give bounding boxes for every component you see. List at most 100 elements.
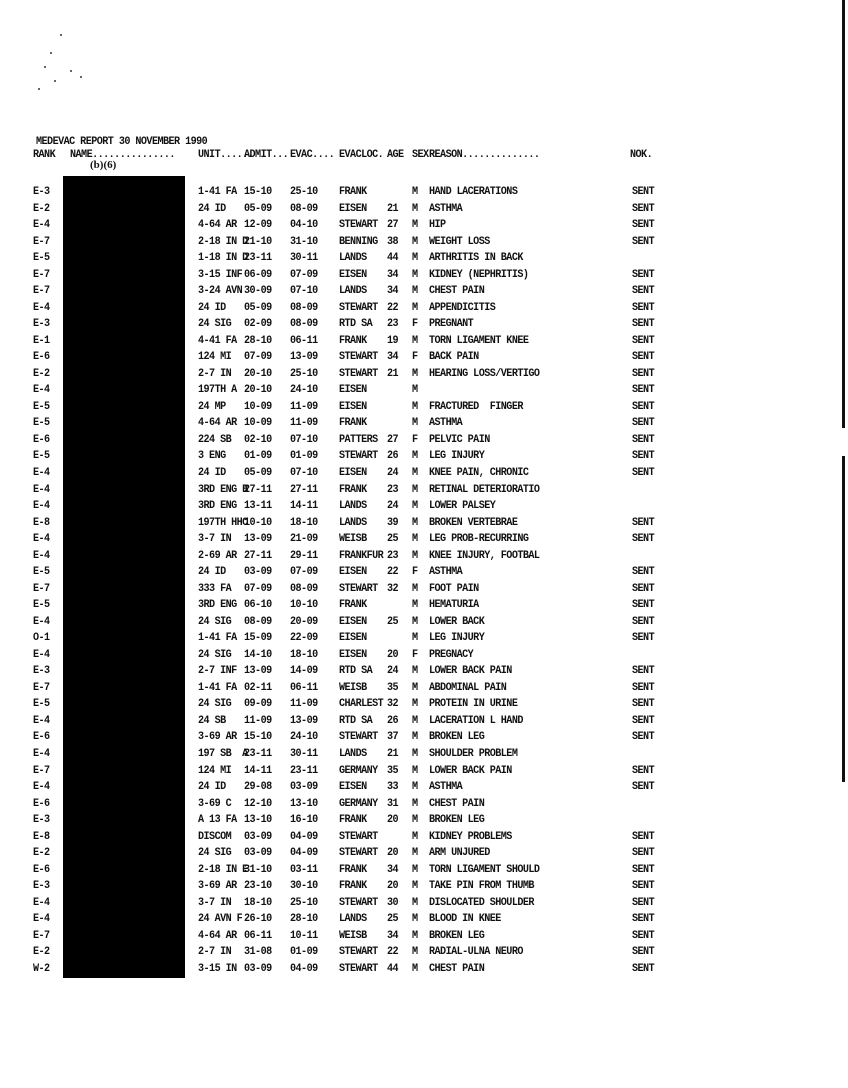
reason-cell: FOOT PAIN (429, 582, 479, 595)
rank-cell: E-2 (33, 847, 50, 860)
column-header: REASON.............. (429, 149, 540, 161)
rank-cell: E-8 (33, 516, 50, 529)
evacloc-cell: LANDS (339, 500, 367, 513)
unit-cell: 3-69 AR (198, 731, 237, 744)
unit-cell: 24 SIG (198, 648, 232, 661)
scan-speck (54, 80, 56, 82)
unit-cell: 3-15 IN (198, 962, 237, 975)
reason-cell: TAKE PIN FROM THUMB (429, 880, 534, 893)
reason-cell: LEG PROB-RECURRING (429, 533, 529, 546)
nok-cell: SENT (632, 896, 655, 909)
unit-cell: 124 MI (198, 764, 232, 777)
nok-cell: SENT (632, 880, 655, 893)
age-cell: 37 (387, 731, 399, 744)
unit-cell: 3RD ENG B (198, 483, 248, 496)
unit-cell: 2-7 IN (198, 367, 232, 380)
unit-cell: 333 FA (198, 582, 232, 595)
evac-cell: 20-09 (290, 615, 318, 628)
evacloc-cell: FRANK (339, 814, 367, 827)
rank-cell: E-2 (33, 946, 50, 959)
rank-cell: E-7 (33, 681, 50, 694)
sex-cell: M (412, 252, 418, 265)
evacloc-cell: STEWART (339, 367, 378, 380)
admit-cell: 13-09 (244, 665, 272, 678)
admit-cell: 06-09 (244, 268, 272, 281)
admit-cell: 20-10 (244, 384, 272, 397)
sex-cell: M (412, 301, 418, 314)
unit-cell: 24 SIG (198, 847, 232, 860)
admit-cell: 26-10 (244, 913, 272, 926)
evacloc-cell: LANDS (339, 913, 367, 926)
reason-cell: ASTHMA (429, 417, 463, 430)
sex-cell: M (412, 896, 418, 909)
nok-cell: SENT (632, 334, 655, 347)
age-cell: 20 (387, 648, 399, 661)
evacloc-cell: CHARLEST (339, 698, 384, 711)
unit-cell: 197TH HHC (198, 516, 248, 529)
admit-cell: 06-10 (244, 599, 272, 612)
evacloc-cell: FRANK (339, 417, 367, 430)
rank-cell: E-1 (33, 334, 50, 347)
unit-cell: 24 ID (198, 467, 226, 479)
unit-cell: 197TH A (198, 384, 237, 397)
admit-cell: 23-11 (244, 252, 272, 265)
age-cell: 25 (387, 533, 399, 546)
evacloc-cell: RTD SA (339, 318, 373, 331)
scan-speck (70, 70, 72, 72)
sex-cell: M (412, 764, 418, 777)
admit-cell: 15-10 (244, 731, 272, 744)
sex-cell: M (412, 781, 418, 794)
admit-cell: 13-10 (244, 814, 272, 827)
unit-cell: 3RD ENG (198, 500, 237, 513)
reason-cell: PREGNANT (429, 318, 474, 331)
rank-cell: E-4 (33, 219, 50, 232)
sex-cell: M (412, 731, 418, 744)
rank-cell: E-6 (33, 433, 50, 446)
age-cell: 39 (387, 516, 399, 529)
admit-cell: 15-10 (244, 186, 272, 198)
age-cell: 22 (387, 566, 399, 579)
nok-cell: SENT (632, 219, 655, 232)
sex-cell: M (412, 367, 418, 380)
rank-cell: E-7 (33, 582, 50, 595)
age-cell: 30 (387, 896, 399, 909)
evacloc-cell: EISEN (339, 268, 367, 281)
unit-cell: 4-64 AR (198, 417, 237, 430)
nok-cell: SENT (632, 946, 655, 959)
reason-cell: ASTHMA (429, 566, 463, 579)
evac-cell: 30-10 (290, 880, 318, 893)
rank-cell: E-5 (33, 450, 50, 463)
nok-cell: SENT (632, 285, 655, 298)
admit-cell: 15-09 (244, 632, 272, 645)
admit-cell: 13-09 (244, 533, 272, 546)
reason-cell: SHOULDER PROBLEM (429, 748, 518, 761)
admit-cell: 08-09 (244, 615, 272, 628)
reason-cell: PROTEIN IN URINE (429, 698, 518, 711)
reason-cell: BACK PAIN (429, 351, 479, 364)
age-cell: 24 (387, 500, 399, 513)
evac-cell: 08-09 (290, 301, 318, 314)
column-header: AGE (387, 149, 404, 161)
evacloc-cell: EISEN (339, 467, 367, 479)
unit-cell: 24 SIG (198, 615, 232, 628)
reason-cell: ABDOMINAL PAIN (429, 681, 507, 694)
rank-cell: E-3 (33, 880, 50, 893)
admit-cell: 14-10 (244, 648, 272, 661)
rank-cell: E-3 (33, 186, 50, 198)
evac-cell: 16-10 (290, 814, 318, 827)
age-cell: 22 (387, 301, 399, 314)
column-header: RANK (33, 149, 56, 161)
admit-cell: 02-09 (244, 318, 272, 331)
nok-cell: SENT (632, 847, 655, 860)
admit-cell: 30-09 (244, 285, 272, 298)
evacloc-cell: LANDS (339, 285, 367, 298)
sex-cell: M (412, 814, 418, 827)
reason-cell: BROKEN LEG (429, 929, 485, 942)
evac-cell: 30-11 (290, 252, 318, 265)
rank-cell: E-4 (33, 549, 50, 562)
sex-cell: M (412, 797, 418, 810)
unit-cell: 2-18 IN E (198, 863, 248, 876)
scan-edge-line (842, 0, 845, 428)
unit-cell: 197 SB A (198, 748, 248, 761)
admit-cell: 06-11 (244, 929, 272, 942)
